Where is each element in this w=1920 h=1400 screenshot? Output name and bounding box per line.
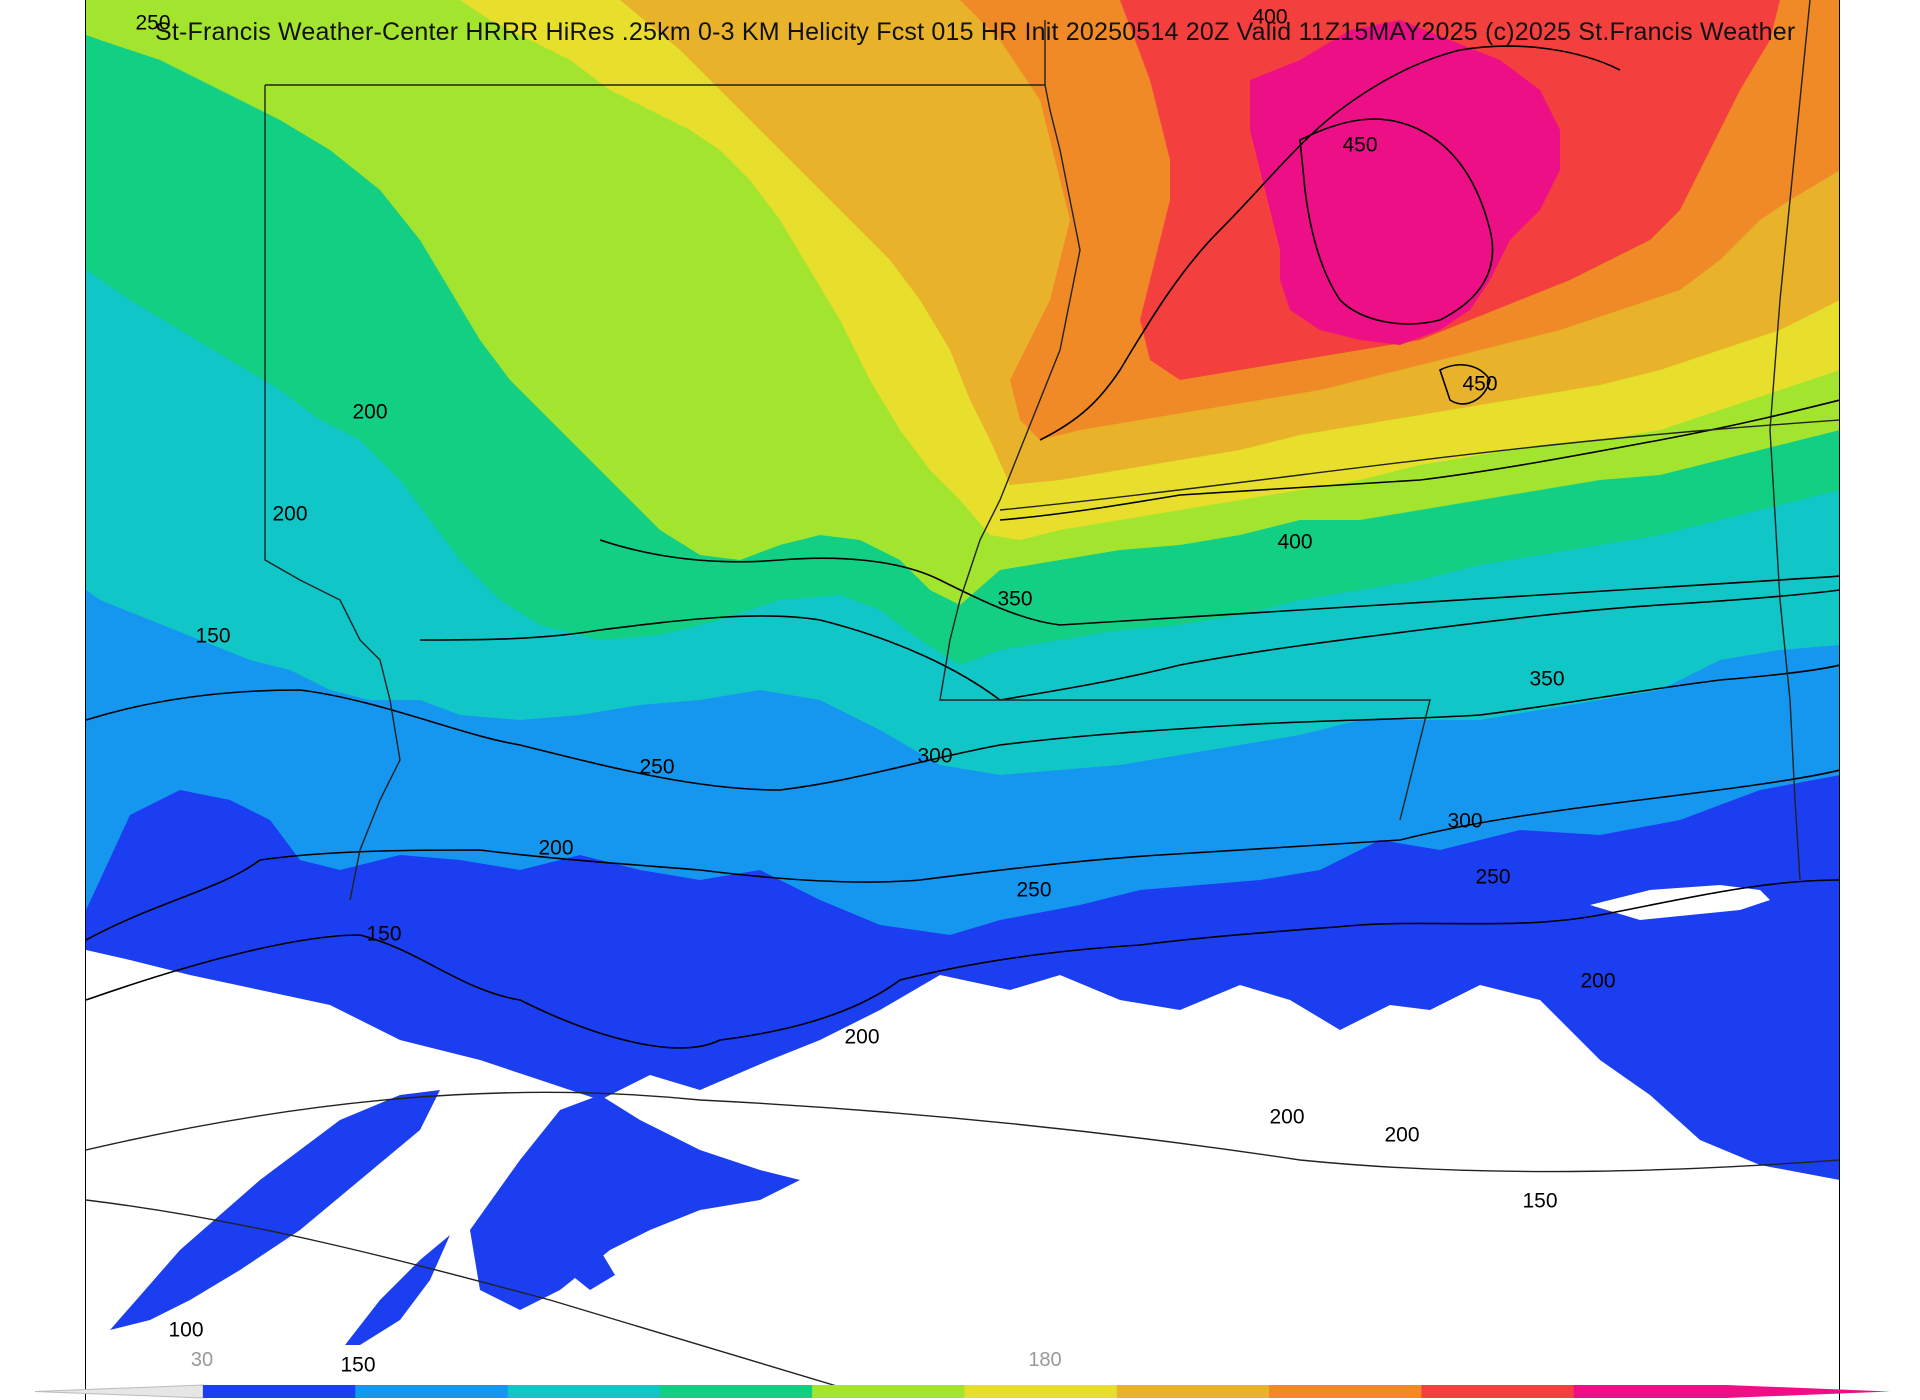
band-blue-streak: [345, 1235, 450, 1345]
band-blue-streak: [565, 1250, 615, 1290]
band-magenta: [1250, 20, 1560, 345]
band-blue-streak: [110, 1090, 440, 1330]
band-blue-streak: [470, 1095, 800, 1310]
contour-lines: [86, 45, 1839, 1049]
low-helicity-region: [1590, 885, 1770, 920]
state-boundaries: [86, 0, 1839, 1390]
map-title: St-Francis Weather-Center HRRR HiRes .25…: [155, 18, 1796, 46]
